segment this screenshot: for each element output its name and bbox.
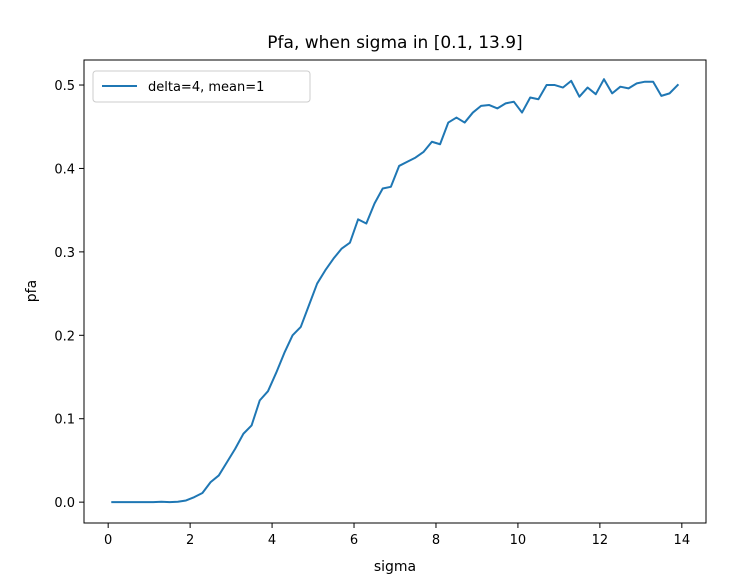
chart-title: Pfa, when sigma in [0.1, 13.9]	[267, 33, 522, 53]
y-tick-label: 0.2	[54, 329, 75, 344]
x-axis-ticks: 0 2 4 6 8 10 12 14	[104, 523, 690, 548]
x-tick-label: 14	[674, 533, 691, 548]
y-axis-label: pfa	[24, 280, 40, 302]
legend: delta=4, mean=1	[92, 70, 311, 103]
x-tick-label: 0	[104, 533, 112, 548]
y-tick-label: 0.5	[54, 79, 75, 94]
plot-frame	[83, 59, 707, 524]
legend-entry: delta=4, mean=1	[148, 80, 264, 95]
series-line-0	[111, 78, 680, 504]
legend-frame	[92, 70, 311, 103]
x-axis-label: sigma	[374, 559, 416, 575]
y-axis-ticks: 0.0 0.1 0.2 0.3 0.4 0.5	[54, 79, 84, 511]
y-tick-label: 0.3	[54, 246, 75, 261]
x-tick-label: 6	[350, 533, 358, 548]
y-tick-label: 0.1	[54, 413, 75, 428]
y-tick-label: 0.0	[54, 496, 75, 511]
x-tick-label: 12	[592, 533, 609, 548]
plot-area	[84, 60, 706, 523]
data-layer	[111, 78, 680, 504]
x-tick-label: 10	[510, 533, 527, 548]
x-tick-label: 8	[432, 533, 440, 548]
y-tick-label: 0.4	[54, 162, 75, 177]
x-tick-label: 4	[268, 533, 276, 548]
x-tick-label: 2	[186, 533, 194, 548]
